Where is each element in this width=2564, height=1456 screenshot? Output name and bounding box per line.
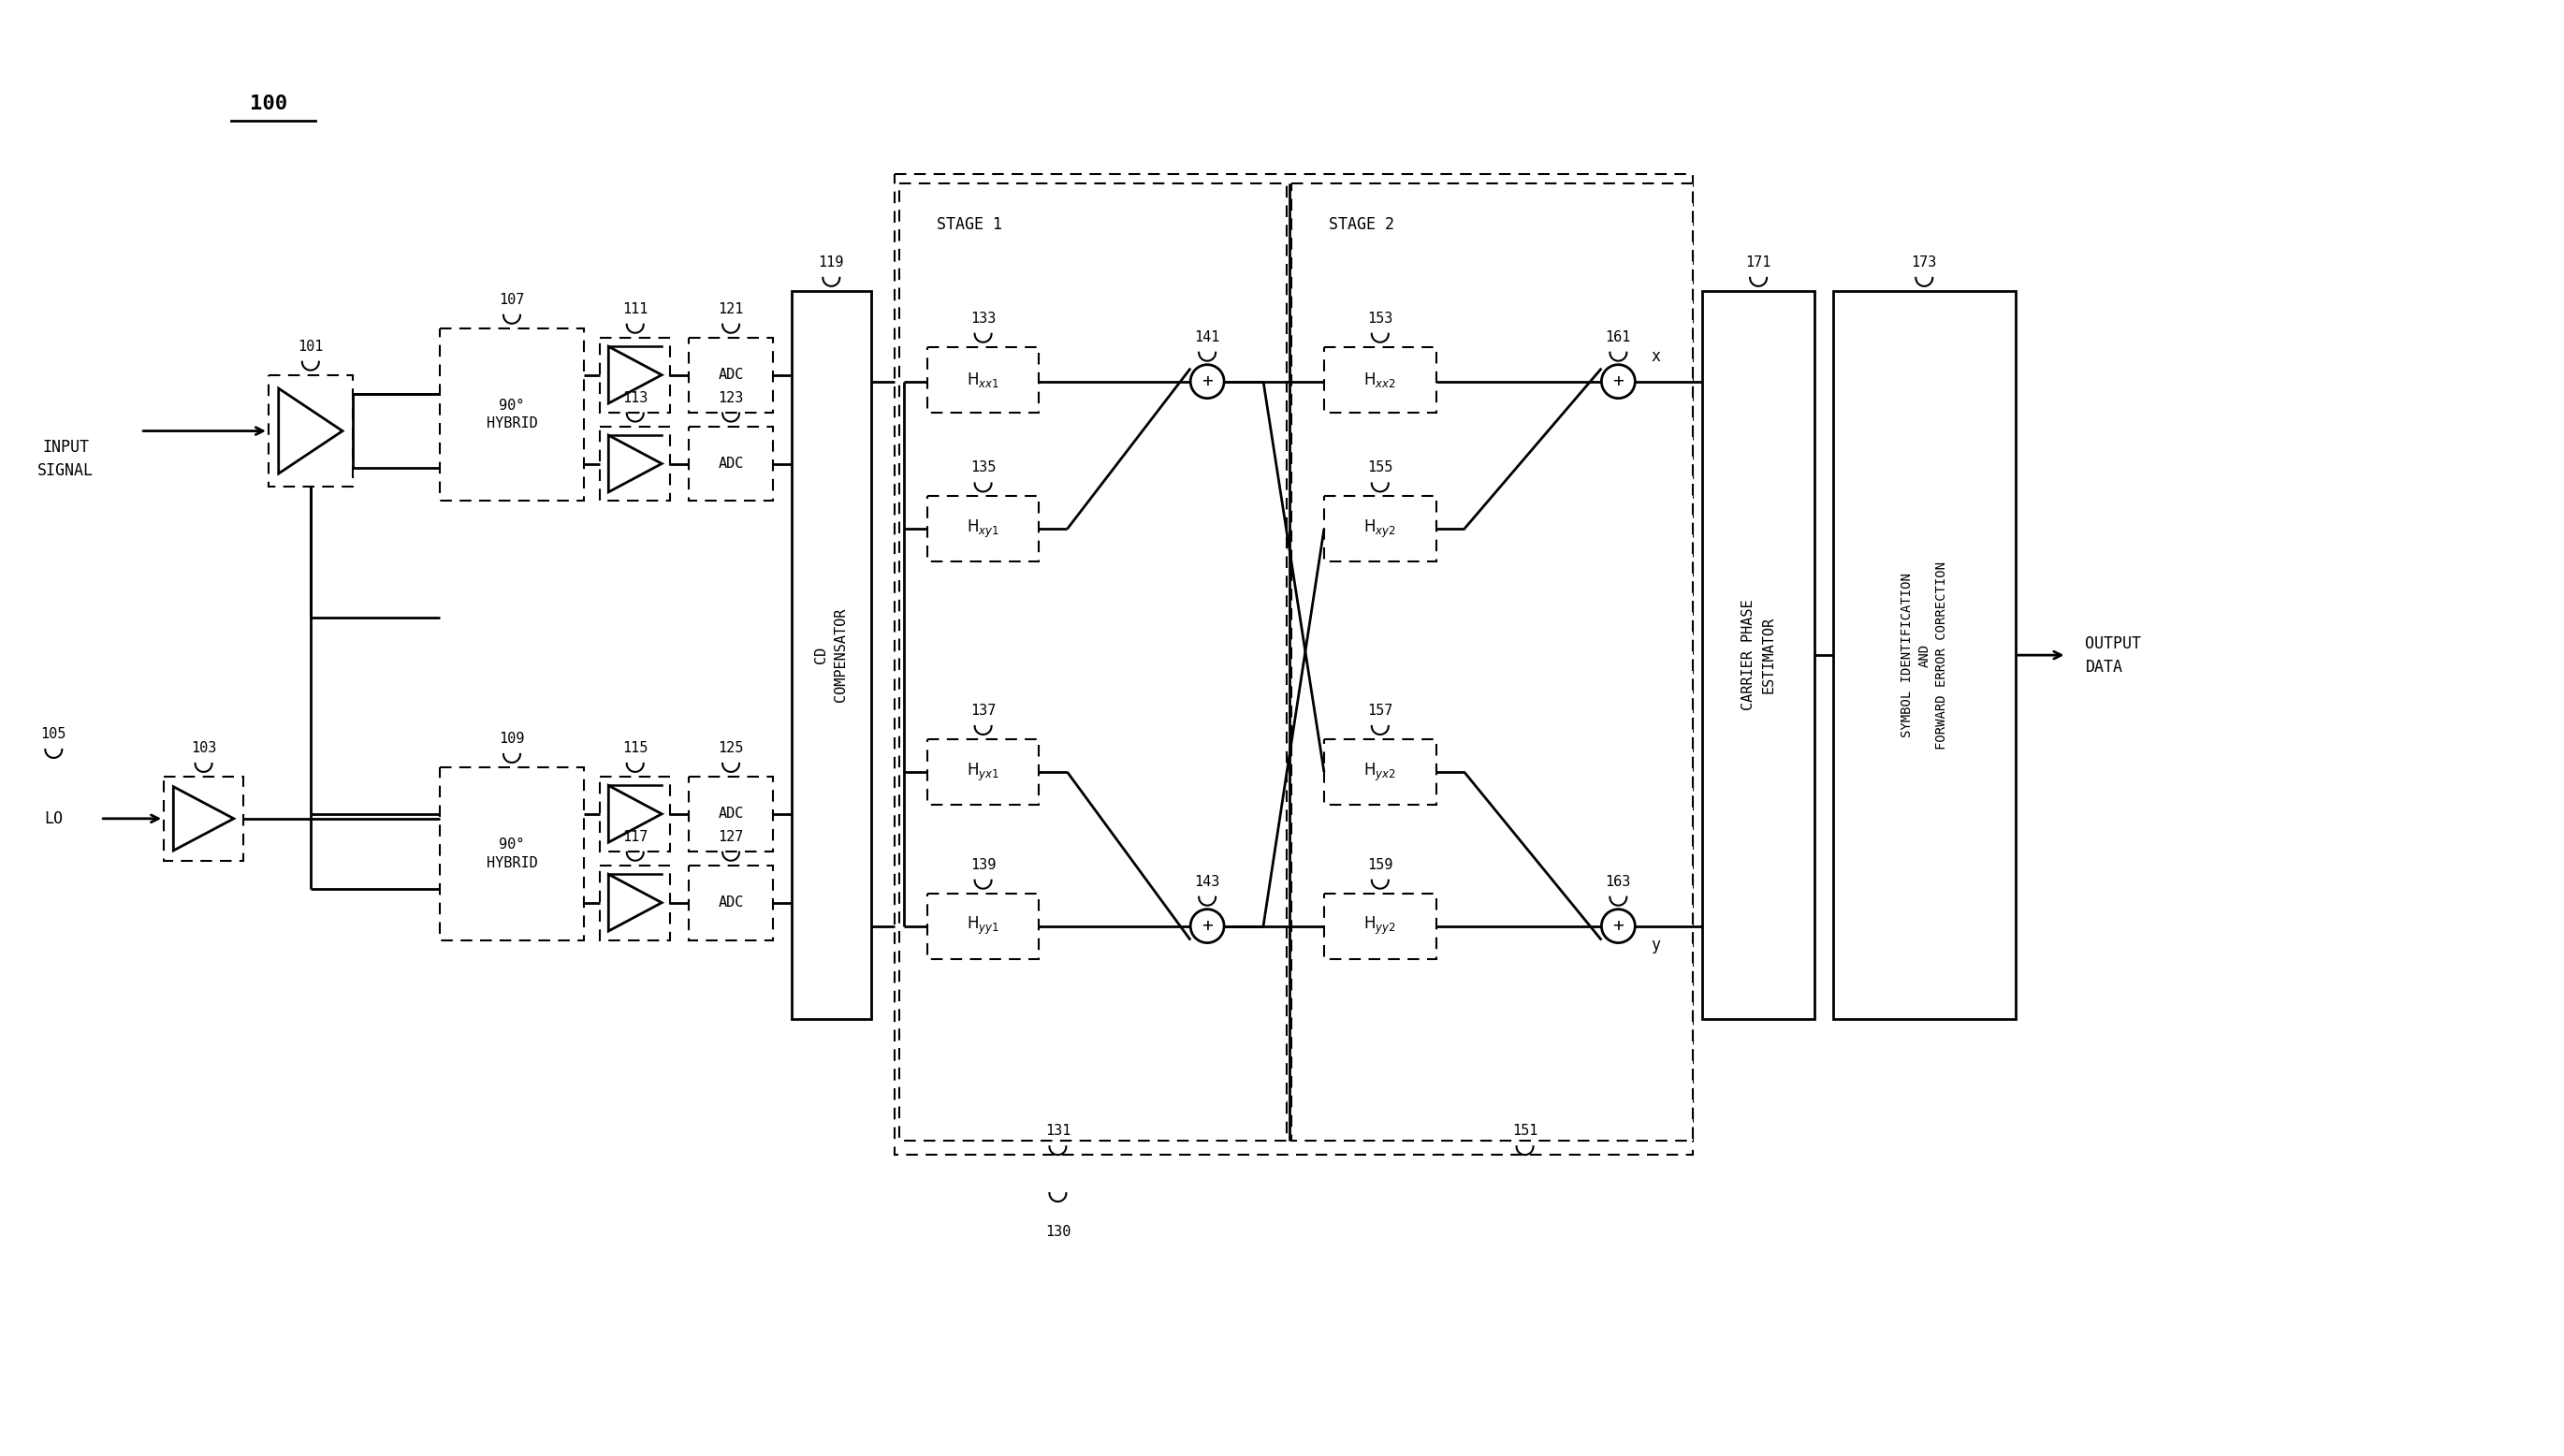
- Text: H$_{yy2}$: H$_{yy2}$: [1364, 916, 1397, 936]
- Bar: [1323, 496, 1436, 562]
- Text: ADC: ADC: [718, 807, 744, 821]
- Text: ADC: ADC: [718, 368, 744, 381]
- Text: 143: 143: [1195, 875, 1220, 888]
- Polygon shape: [608, 786, 662, 843]
- Text: 153: 153: [1367, 312, 1392, 326]
- Bar: [600, 338, 669, 412]
- Text: 111: 111: [623, 301, 649, 316]
- Text: ADC: ADC: [718, 457, 744, 470]
- Text: 130: 130: [1046, 1224, 1072, 1239]
- Text: H$_{yx2}$: H$_{yx2}$: [1364, 761, 1397, 783]
- Bar: [600, 427, 669, 501]
- Text: 163: 163: [1605, 875, 1631, 888]
- Text: 113: 113: [623, 390, 649, 405]
- Text: 141: 141: [1195, 331, 1220, 344]
- Text: 103: 103: [190, 741, 215, 756]
- Text: INPUT
SIGNAL: INPUT SIGNAL: [38, 438, 95, 479]
- Text: CD
COMPENSATOR: CD COMPENSATOR: [815, 609, 849, 702]
- Text: H$_{xy1}$: H$_{xy1}$: [967, 518, 1000, 540]
- Text: H$_{yy1}$: H$_{yy1}$: [967, 916, 1000, 936]
- Text: H$_{xx1}$: H$_{xx1}$: [967, 370, 1000, 389]
- Bar: [900, 183, 1287, 1142]
- Text: H$_{xx2}$: H$_{xx2}$: [1364, 370, 1397, 389]
- Text: 117: 117: [623, 830, 649, 844]
- Text: +: +: [1203, 373, 1213, 390]
- Bar: [690, 427, 772, 501]
- Text: 107: 107: [500, 293, 526, 307]
- Bar: [895, 175, 1692, 1155]
- Text: 123: 123: [718, 390, 744, 405]
- Bar: [1323, 347, 1436, 412]
- Text: y: y: [1651, 936, 1661, 954]
- Text: SYMBOL IDENTIFICATION
AND
FORWARD ERROR CORRECTION: SYMBOL IDENTIFICATION AND FORWARD ERROR …: [1900, 561, 1949, 750]
- Text: 131: 131: [1046, 1124, 1072, 1139]
- Bar: [928, 740, 1038, 805]
- Text: ADC: ADC: [718, 895, 744, 910]
- Bar: [269, 376, 354, 486]
- Text: 133: 133: [969, 312, 995, 326]
- Text: 105: 105: [41, 727, 67, 741]
- Text: 173: 173: [1910, 255, 1936, 269]
- Text: 101: 101: [297, 339, 323, 354]
- Text: 139: 139: [969, 858, 995, 872]
- Bar: [600, 776, 669, 852]
- Text: 90°
HYBRID: 90° HYBRID: [487, 837, 538, 869]
- Bar: [792, 291, 872, 1019]
- Polygon shape: [279, 389, 344, 473]
- Text: 109: 109: [500, 732, 526, 745]
- Text: 151: 151: [1513, 1124, 1538, 1139]
- Text: H$_{yx1}$: H$_{yx1}$: [967, 761, 1000, 783]
- Bar: [600, 865, 669, 941]
- Text: CARRIER PHASE
ESTIMATOR: CARRIER PHASE ESTIMATOR: [1741, 600, 1774, 711]
- Text: 171: 171: [1746, 255, 1772, 269]
- Polygon shape: [608, 874, 662, 930]
- Text: 135: 135: [969, 462, 995, 475]
- Bar: [928, 496, 1038, 562]
- Bar: [438, 328, 585, 501]
- Text: 115: 115: [623, 741, 649, 756]
- Text: +: +: [1613, 373, 1623, 390]
- Text: 137: 137: [969, 703, 995, 718]
- Text: H$_{xy2}$: H$_{xy2}$: [1364, 518, 1397, 540]
- Bar: [1323, 894, 1436, 958]
- Bar: [164, 776, 244, 860]
- Bar: [690, 776, 772, 852]
- Text: 100: 100: [249, 95, 287, 114]
- Bar: [1292, 183, 1692, 1142]
- Circle shape: [1190, 909, 1223, 943]
- Text: LO: LO: [44, 810, 64, 827]
- Circle shape: [1602, 364, 1636, 399]
- Text: x: x: [1651, 348, 1661, 364]
- Bar: [1833, 291, 2015, 1019]
- Text: TWO-STAGE CMA EQUALIZER: TWO-STAGE CMA EQUALIZER: [1187, 1099, 1403, 1117]
- Bar: [690, 338, 772, 412]
- Bar: [690, 865, 772, 941]
- Text: +: +: [1203, 917, 1213, 935]
- Bar: [438, 767, 585, 941]
- Bar: [928, 347, 1038, 412]
- Circle shape: [1602, 909, 1636, 943]
- Text: 157: 157: [1367, 703, 1392, 718]
- Bar: [1323, 740, 1436, 805]
- Text: STAGE 1: STAGE 1: [936, 215, 1003, 233]
- Text: STAGE 2: STAGE 2: [1328, 215, 1395, 233]
- Text: 119: 119: [818, 255, 844, 269]
- Text: 159: 159: [1367, 858, 1392, 872]
- Text: 90°
HYBRID: 90° HYBRID: [487, 399, 538, 431]
- Polygon shape: [608, 347, 662, 403]
- Circle shape: [1190, 364, 1223, 399]
- Polygon shape: [174, 786, 233, 850]
- Text: 125: 125: [718, 741, 744, 756]
- Polygon shape: [608, 435, 662, 492]
- Text: 121: 121: [718, 301, 744, 316]
- Text: 161: 161: [1605, 331, 1631, 344]
- Bar: [928, 894, 1038, 958]
- Text: +: +: [1613, 917, 1623, 935]
- Bar: [1702, 291, 1815, 1019]
- Text: OUTPUT
DATA: OUTPUT DATA: [2085, 635, 2141, 676]
- Text: 155: 155: [1367, 462, 1392, 475]
- Text: 127: 127: [718, 830, 744, 844]
